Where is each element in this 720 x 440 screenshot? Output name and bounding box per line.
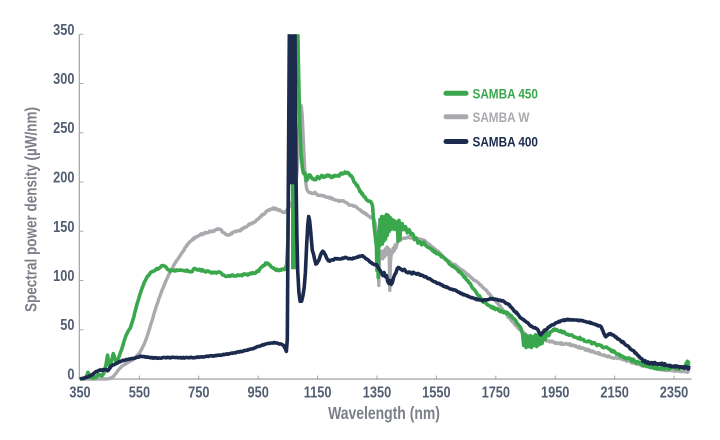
svg-text:0: 0	[67, 366, 74, 384]
svg-text:Spectral power density (µW/nm): Spectral power density (µW/nm)	[22, 107, 41, 312]
svg-text:1550: 1550	[422, 384, 450, 402]
svg-text:950: 950	[248, 384, 269, 402]
svg-text:50: 50	[60, 317, 74, 335]
svg-text:1350: 1350	[363, 384, 391, 402]
svg-text:300: 300	[53, 71, 74, 89]
svg-text:SAMBA W: SAMBA W	[473, 109, 531, 125]
svg-text:SAMBA 400: SAMBA 400	[473, 134, 538, 150]
svg-text:Wavelength (nm): Wavelength (nm)	[328, 404, 440, 424]
svg-text:1150: 1150	[304, 384, 332, 402]
svg-text:250: 250	[53, 120, 74, 138]
svg-text:1750: 1750	[482, 384, 510, 402]
svg-text:350: 350	[69, 384, 90, 402]
svg-text:2150: 2150	[600, 384, 628, 402]
svg-text:1950: 1950	[541, 384, 569, 402]
svg-text:200: 200	[53, 169, 74, 187]
svg-text:750: 750	[188, 384, 209, 402]
svg-text:350: 350	[53, 22, 74, 40]
svg-text:2350: 2350	[660, 384, 688, 402]
svg-text:550: 550	[129, 384, 150, 402]
svg-text:SAMBA 450: SAMBA 450	[473, 85, 538, 101]
svg-text:150: 150	[53, 219, 74, 237]
svg-text:100: 100	[53, 268, 74, 286]
